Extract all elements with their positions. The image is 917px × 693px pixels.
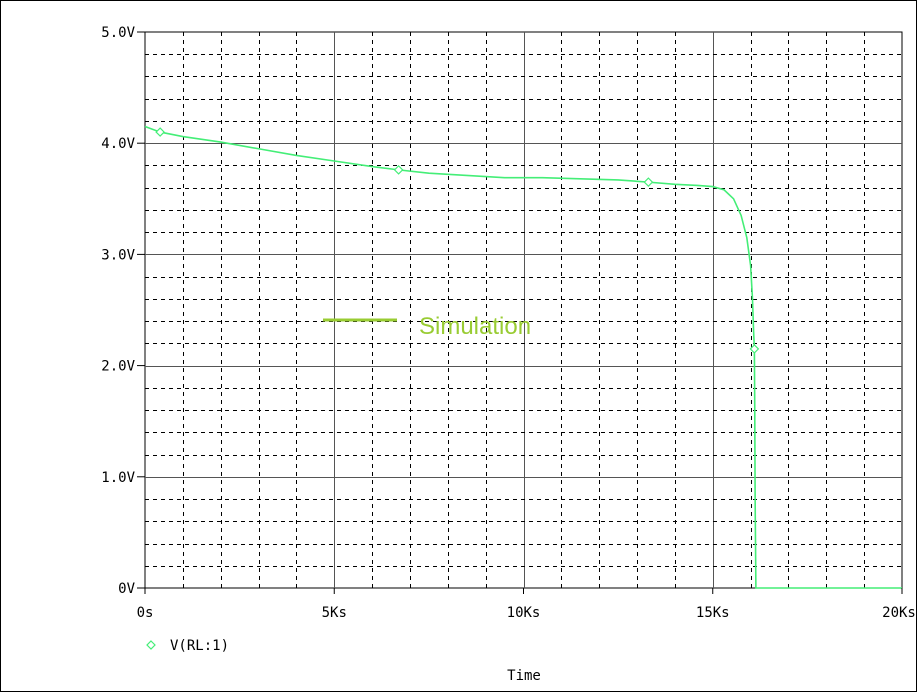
grid (145, 32, 902, 588)
y-tick-label: 3.0V (101, 247, 135, 263)
series-point-marker (155, 127, 165, 137)
y-axis-ticks: 0V 1.0V 2.0V 3.0V 4.0V 5.0V (101, 25, 145, 597)
series-legend: V(RL:1) (146, 638, 229, 654)
x-tick-label: 15Ks (696, 605, 730, 621)
series-line (144, 125, 902, 589)
x-tick-label: 20Ks (882, 605, 916, 621)
series-legend-marker-icon (146, 640, 156, 650)
inline-legend-label: Simulation (419, 313, 531, 340)
y-tick-label: 1.0V (101, 470, 135, 486)
series-layer (144, 125, 902, 589)
x-tick-label: 10Ks (507, 605, 541, 621)
x-tick-label: 5Ks (322, 605, 347, 621)
y-tick-label: 2.0V (101, 359, 135, 375)
inline-legend: Simulation (323, 313, 531, 340)
y-tick-label: 4.0V (101, 136, 135, 152)
x-axis-label: Time (507, 668, 541, 684)
x-axis-ticks: 0s 5Ks 10Ks 15Ks 20Ks (137, 588, 916, 621)
series-point-marker (643, 177, 654, 187)
series-point-marker (393, 165, 404, 175)
x-tick-label: 0s (137, 605, 154, 621)
y-tick-label: 5.0V (101, 25, 135, 41)
series-legend-label: V(RL:1) (170, 638, 229, 654)
series-point-marker (749, 344, 760, 354)
y-tick-label: 0V (118, 581, 135, 597)
